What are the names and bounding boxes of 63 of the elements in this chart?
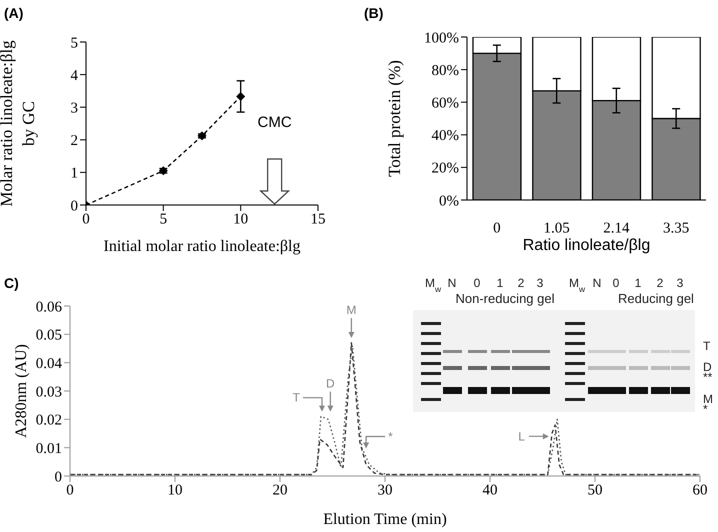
y-tick-label: 0.01 [36, 440, 62, 457]
x-tick-label: 60 [692, 482, 708, 499]
chart-title: (B) [364, 5, 384, 21]
y-axis-title: Molar ratio linoleate:βlg by GC [0, 40, 38, 207]
y-tick-label: 0.02 [36, 412, 62, 429]
annotation: CMC [258, 114, 292, 131]
text: M$_{w}$ [424, 276, 442, 294]
y-tick-label: 0.05 [36, 328, 62, 344]
annotation: M [346, 303, 356, 317]
x-tick-label: 10 [233, 212, 248, 228]
y-tick-label: 20% [432, 160, 459, 177]
chart-title: (A) [4, 5, 24, 21]
y-tick-label: 0 [54, 469, 62, 486]
text: 0 [612, 276, 620, 290]
y-tick-label: 0% [439, 193, 459, 210]
x-tick-label: 10 [168, 482, 182, 499]
x-tick-label: 50 [588, 482, 602, 499]
x-tick-label: 1.05 [544, 220, 570, 237]
text: 2 [518, 276, 525, 290]
x-axis-title: Elution Time (min) [323, 511, 447, 528]
y-tick-label: 0.03 [36, 384, 62, 400]
y-tick-label: 5 [70, 35, 78, 52]
text: Reducing gel [618, 291, 694, 306]
text: M$_{w}$ [568, 276, 586, 294]
y-axis-title: Total protein (%) [385, 60, 404, 177]
text: N [448, 276, 456, 290]
text: N [592, 276, 602, 290]
text: 3 [676, 276, 684, 290]
y-tick-label: 1 [70, 166, 78, 182]
x-axis-title: Initial molar ratio linoleate:βlg [104, 238, 300, 255]
text: 1 [496, 276, 504, 290]
x-tick-label: 5 [160, 212, 168, 228]
y-tick-label: 4 [70, 68, 78, 84]
x-tick-label: 15 [310, 212, 326, 228]
x-tick-label: 2.14 [603, 220, 630, 237]
x-tick-label: 20 [272, 482, 288, 499]
text: 0 [474, 276, 481, 290]
annotation: T [292, 390, 301, 405]
y-tick-label: 0.06 [36, 299, 62, 316]
text: T [703, 339, 711, 353]
text: Non-reducing gel [455, 291, 555, 306]
x-tick-label: 40 [482, 482, 498, 499]
x-tick-label: 0 [493, 220, 501, 237]
y-tick-label: 2 [70, 133, 78, 150]
x-tick-label: 3.35 [663, 220, 690, 237]
x-axis-title: Ratio linoleate/βlg [522, 237, 650, 254]
text: 2 [656, 276, 664, 290]
y-tick-label: 0.04 [36, 356, 62, 372]
y-tick-label: 80% [432, 62, 459, 79]
y-tick-label: 60% [432, 96, 459, 112]
annotation: L [518, 429, 526, 444]
y-tick-label: 100% [424, 30, 459, 46]
text: 3 [536, 276, 544, 290]
y-axis-title: A280nm (AU) [13, 344, 30, 438]
chart-title: C) [4, 275, 19, 291]
y-tick-label: 40% [432, 128, 459, 144]
y-tick-label: 3 [70, 100, 78, 117]
x-tick-label: 30 [378, 482, 392, 499]
y-tick-label: 0 [70, 198, 78, 214]
x-tick-label: 0 [82, 212, 90, 228]
annotation: D [326, 376, 336, 391]
text: 1 [634, 276, 642, 290]
annotation: * [388, 430, 394, 444]
